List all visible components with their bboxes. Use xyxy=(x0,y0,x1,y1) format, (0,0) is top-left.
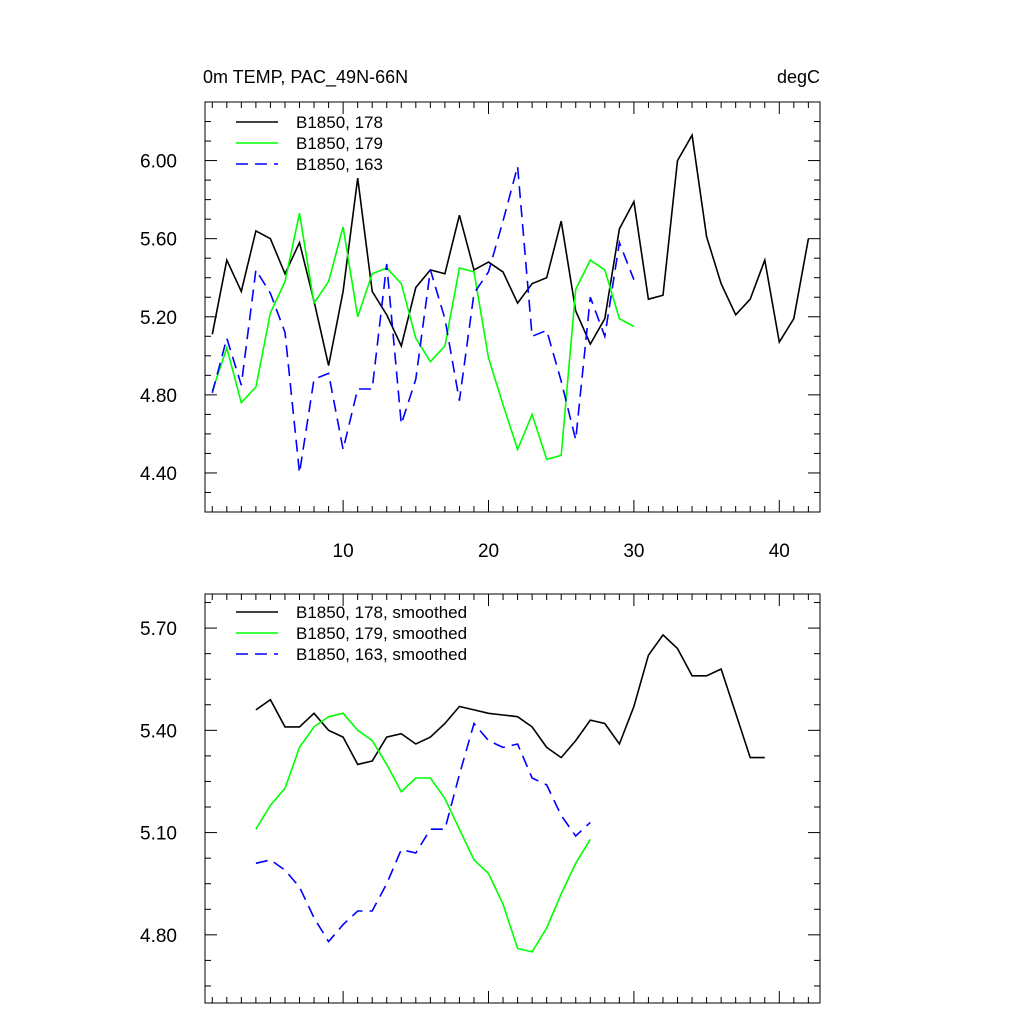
panel-2-y-tick-label: 5.70 xyxy=(140,619,177,640)
panel-1-raw: 10 20 30 40 4.40 4.80 5.20 5.60 6.00 B1850, 178 B1… xyxy=(140,101,821,562)
panel-2-legend-label-3: B1850, 163, smoothed xyxy=(296,645,467,664)
panel-1-frame xyxy=(204,101,821,513)
panel-2-y-tick-label: 5.10 xyxy=(140,824,177,845)
panel-1-y-tick-label: 4.80 xyxy=(140,386,177,407)
panel-2-y-tick-label: 5.40 xyxy=(140,721,177,742)
panel-1-x-tick-label: 30 xyxy=(623,541,644,562)
panel-2-y-tick-label: 4.80 xyxy=(140,926,177,947)
panel-1-series-line-3 xyxy=(211,166,635,474)
panel-1-y-tick-label: 5.60 xyxy=(140,230,177,251)
panel-1-title-left: 0m TEMP, PAC_49N-66N xyxy=(203,67,408,88)
panel-2-series-line-2 xyxy=(255,712,591,953)
panel-2-smoothed: 4.80 5.10 5.40 5.70 B1850, 178, smoothed B185… xyxy=(140,593,821,1004)
panel-1-legend-label-2: B1850, 179 xyxy=(296,134,383,153)
panel-1-x-tick-label: 10 xyxy=(333,541,354,562)
panel-1-legend-label-1: B1850, 178 xyxy=(296,113,383,132)
panel-1-y-tick-label: 6.00 xyxy=(140,152,177,173)
panel-2-series-line-1 xyxy=(255,633,765,766)
panel-1-y-tick-label: 4.40 xyxy=(140,464,177,485)
panel-2-legend-label-1: B1850, 178, smoothed xyxy=(296,603,467,622)
panel-1-title-right: degC xyxy=(777,67,820,87)
panel-1-x-tick-label: 40 xyxy=(769,541,790,562)
panel-1-x-tick-label: 20 xyxy=(478,541,499,562)
panel-2-frame xyxy=(204,593,821,1004)
panel-1-legend-label-3: B1850, 163 xyxy=(296,155,383,174)
panel-1-y-tick-label: 5.20 xyxy=(140,308,177,329)
panel-2-legend-label-2: B1850, 179, smoothed xyxy=(296,624,467,643)
panel-1-series-line-2 xyxy=(211,213,635,461)
panel-2-series-line-3 xyxy=(255,721,591,943)
